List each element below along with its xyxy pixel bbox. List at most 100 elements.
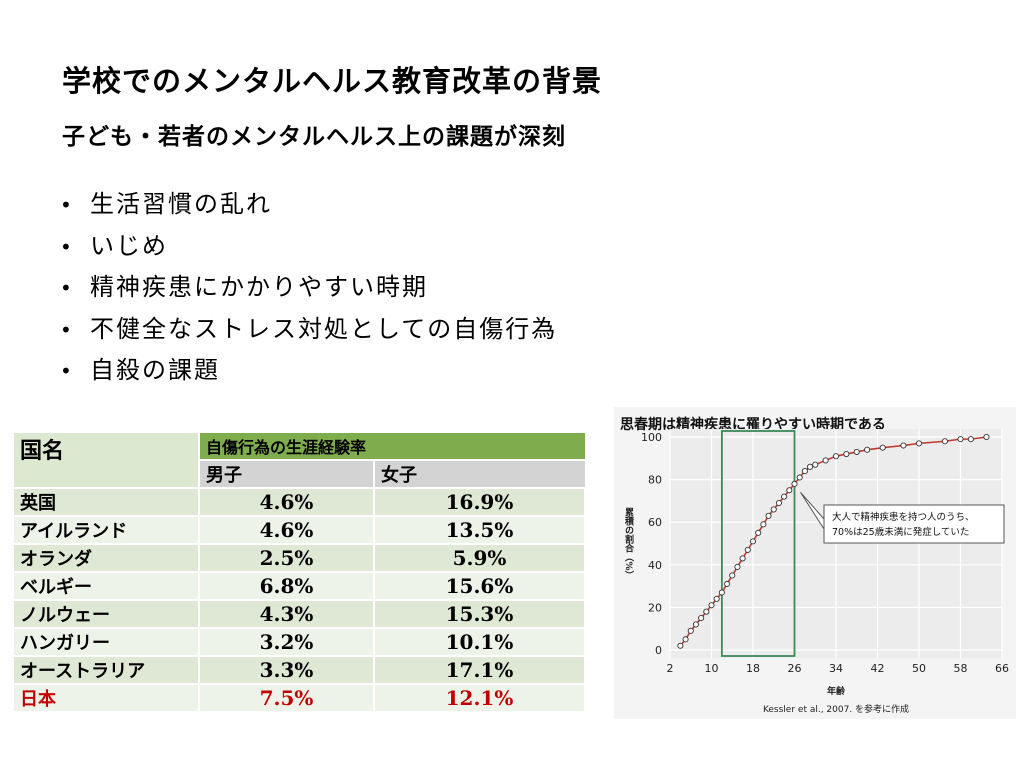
bullet-dot: • — [60, 234, 74, 259]
onset-age-chart: 思春期は精神疾患に罹りやすい時期である 0 20 40 60 80 100 2 10 18 26 34… — [614, 407, 1016, 719]
row-male: 2.5% — [199, 543, 376, 573]
table-row: ベルギー 6.8% 15.6% — [14, 571, 586, 601]
data-point — [687, 627, 694, 634]
x-tick-label: 42 — [871, 662, 885, 675]
table-row: 英国 4.6% 16.9% — [14, 487, 586, 517]
row-country: 日本 — [14, 683, 200, 713]
bullet-dot: • — [60, 193, 74, 217]
x-tick-label: 34 — [829, 662, 843, 675]
row-female: 12.1% — [374, 683, 586, 713]
header-section: 自傷行為の生涯経験率 — [199, 433, 585, 461]
row-female: 15.3% — [374, 599, 586, 629]
data-point — [698, 614, 705, 622]
x-tick-label: 58 — [954, 662, 968, 675]
bullet-text: 生活習慣の乱れ — [90, 190, 272, 218]
row-country: ハンガリー — [14, 627, 200, 657]
row-female: 10.1% — [374, 627, 586, 657]
highlight-range-box — [720, 430, 796, 657]
header-male: 男子 — [199, 459, 376, 489]
bullet-item: • 生活習慣の乱れ — [60, 186, 557, 228]
data-point — [801, 468, 808, 475]
bullet-item: • いじめ — [60, 228, 557, 270]
annotation-box — [823, 504, 1005, 544]
data-point — [983, 433, 990, 441]
row-country: アイルランド — [14, 515, 200, 545]
data-point — [718, 589, 725, 596]
row-country: ベルギー — [14, 571, 200, 601]
data-point — [781, 493, 788, 500]
row-male: 6.8% — [199, 571, 376, 601]
data-point — [807, 463, 814, 470]
table-row: オランダ 2.5% 5.9% — [14, 543, 586, 573]
header-country: 国名 — [14, 433, 200, 489]
x-tick-label: 10 — [705, 662, 719, 675]
data-point — [786, 487, 793, 494]
bullet-item: • 自殺の課題 — [60, 352, 557, 394]
data-point — [812, 461, 819, 468]
row-female: 17.1% — [374, 655, 586, 685]
self-harm-table: 国名 自傷行為の生涯経験率 男子 女子 英国 4.6% 16.9% アイルランド 4.… — [14, 433, 586, 713]
annotation-pointer — [800, 492, 825, 530]
row-country: ノルウェー — [14, 599, 200, 629]
header-female: 女子 — [374, 459, 585, 489]
annotation-line-2: 70%は25歳未満に発症していた — [832, 526, 969, 538]
data-point — [791, 480, 798, 487]
bullet-text: 不健全なストレス対処としての自傷行為 — [90, 314, 558, 343]
data-point — [770, 506, 777, 513]
bullet-text: 自殺の課題 — [90, 356, 220, 384]
data-point — [765, 512, 772, 519]
y-tick-label: 40 — [648, 559, 662, 572]
data-point — [734, 563, 741, 570]
data-point — [900, 442, 907, 449]
data-point — [941, 438, 948, 445]
data-point — [713, 595, 720, 602]
row-male: 4.3% — [199, 599, 376, 629]
y-tick-label: 100 — [641, 431, 662, 444]
data-point — [796, 474, 803, 481]
table-row-japan: 日本 7.5% 12.1% — [14, 683, 586, 713]
data-point — [739, 555, 746, 562]
data-point — [967, 436, 974, 443]
data-point — [682, 636, 689, 643]
data-point — [749, 538, 757, 545]
data-point — [843, 450, 850, 458]
x-tick-label: 66 — [995, 662, 1009, 675]
row-male: 4.6% — [199, 487, 376, 517]
table-row: アイルランド 4.6% 13.5% — [14, 515, 586, 545]
table-row: オーストラリア 3.3% 17.1% — [14, 655, 586, 685]
slide-subtitle: 子ども・若者のメンタルヘルス上の課題が深刻 — [62, 124, 566, 150]
annotation-line-1: 大人で精神疾患を持つ人のうち、 — [832, 511, 975, 523]
row-male: 3.2% — [199, 627, 376, 657]
data-point — [692, 621, 699, 628]
row-country: オーストラリア — [14, 655, 200, 685]
y-tick-label: 0 — [655, 644, 662, 657]
data-point — [879, 444, 886, 451]
bullet-dot: • — [60, 317, 74, 342]
bullet-text: 精神疾患にかかりやすい時期 — [90, 273, 428, 301]
data-point — [853, 448, 860, 455]
data-point — [957, 436, 964, 443]
row-female: 15.6% — [374, 571, 586, 601]
bullet-list: • 生活習慣の乱れ • いじめ • 精神疾患にかかりやすい時期 • 不健全なストレス対処… — [60, 186, 557, 394]
y-axis-label: 累積の割合（%） — [623, 506, 635, 579]
y-tick-label: 60 — [648, 516, 662, 529]
data-point — [864, 446, 871, 453]
row-female: 16.9% — [374, 487, 586, 517]
x-tick-label: 50 — [912, 662, 926, 675]
data-point — [775, 499, 782, 507]
row-female: 13.5% — [374, 515, 586, 545]
data-point — [832, 453, 840, 460]
x-tick-label: 18 — [746, 662, 760, 675]
data-point — [677, 642, 684, 649]
x-tick-label: 26 — [788, 662, 802, 675]
data-point — [760, 521, 767, 528]
y-tick-label: 80 — [648, 474, 662, 487]
data-point — [755, 529, 762, 536]
row-male: 3.3% — [199, 655, 376, 685]
table-row: ハンガリー 3.2% 10.1% — [14, 627, 586, 657]
data-point — [822, 457, 829, 464]
table-row: ノルウェー 4.3% 15.3% — [14, 599, 586, 629]
slide-title: 学校でのメンタルヘルス教育改革の背景 — [62, 64, 603, 98]
data-point — [729, 572, 736, 579]
row-female: 5.9% — [374, 543, 586, 573]
